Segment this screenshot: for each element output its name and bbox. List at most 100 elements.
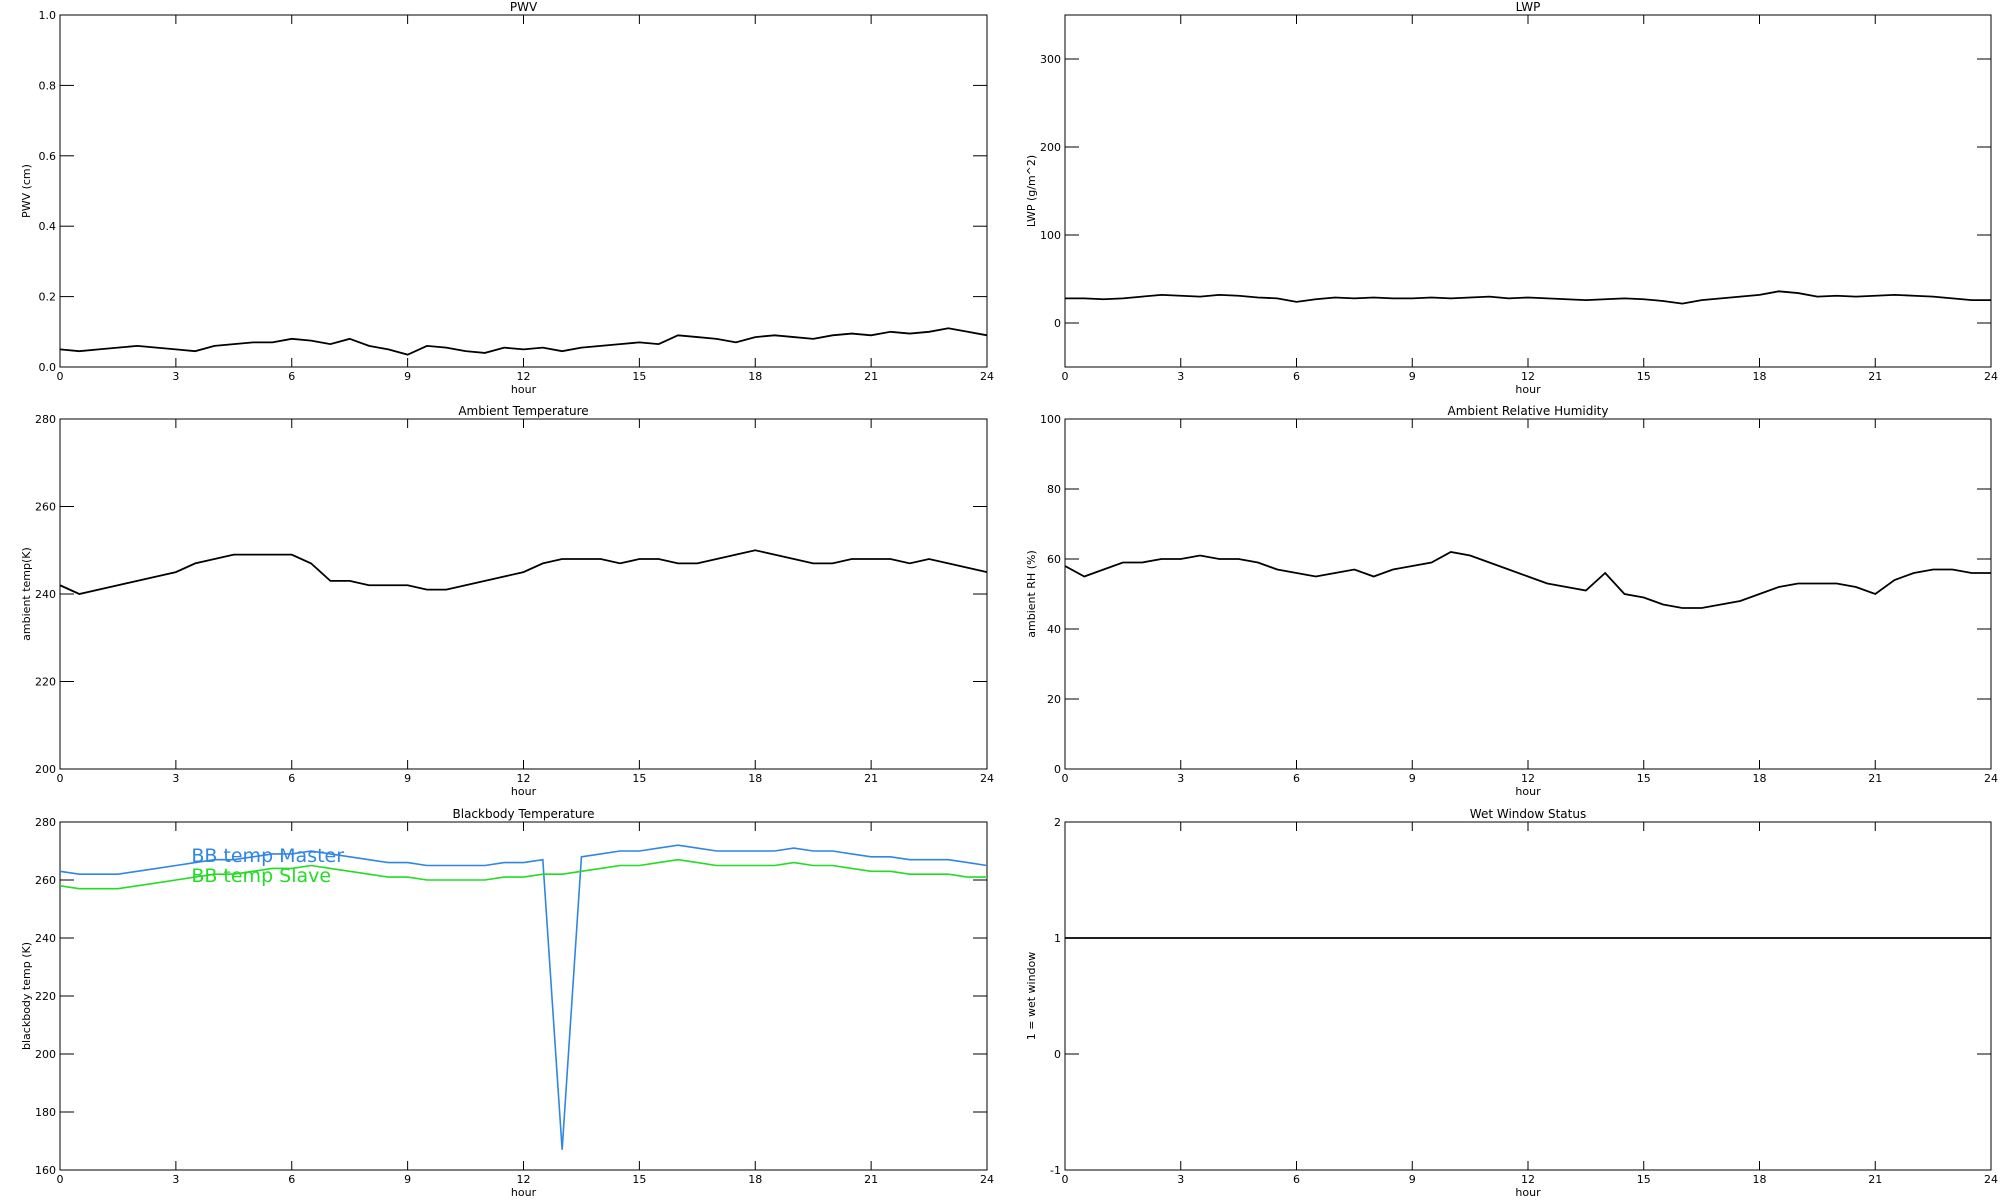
x-tick-label: 12	[1521, 370, 1535, 383]
y-axis-label: ambient temp(K)	[20, 547, 33, 641]
x-tick-label: 24	[1984, 370, 1998, 383]
chart-panel: Blackbody Temperature hour blackbody temp …	[20, 807, 994, 1199]
y-tick-label: 0	[1054, 763, 1061, 776]
x-tick-label: 0	[1062, 370, 1069, 383]
x-tick-label: 9	[1409, 1173, 1416, 1186]
y-tick-label: 2	[1054, 816, 1061, 829]
y-tick-label: 220	[35, 676, 56, 689]
y-tick-label: 260	[35, 874, 56, 887]
x-tick-label: 6	[1293, 772, 1300, 785]
x-axis-label: hour	[1515, 1186, 1541, 1199]
chart-title: Ambient Relative Humidity	[1448, 404, 1609, 418]
chart-panel: Wet Window Status hour 1 = wet window 0 3 6 9 1…	[1025, 807, 1998, 1199]
x-tick-label: 3	[1177, 1173, 1184, 1186]
x-tick-label: 12	[517, 370, 531, 383]
chart-title: Blackbody Temperature	[453, 807, 595, 821]
y-tick-label: 0	[1054, 317, 1061, 330]
y-tick-label: 100	[1040, 229, 1061, 242]
x-tick-label: 18	[1753, 1173, 1767, 1186]
x-tick-label: 18	[1753, 370, 1767, 383]
x-tick-label: 3	[1177, 370, 1184, 383]
y-tick-label: 260	[35, 501, 56, 514]
x-tick-label: 24	[980, 772, 994, 785]
x-tick-label: 21	[864, 1173, 878, 1186]
x-tick-label: 3	[1177, 772, 1184, 785]
x-tick-label: 9	[404, 772, 411, 785]
x-tick-label: 15	[632, 370, 646, 383]
data-line	[59, 549, 988, 595]
y-tick-label: 1	[1054, 932, 1061, 945]
x-tick-label: 9	[1409, 370, 1416, 383]
x-tick-label: 3	[172, 772, 179, 785]
y-tick-label: 0	[1054, 1048, 1061, 1061]
data-line	[59, 858, 987, 890]
x-tick-label: 6	[288, 370, 295, 383]
y-axis-label: LWP (g/m^2)	[1025, 155, 1038, 227]
x-tick-label: 15	[1637, 370, 1651, 383]
x-tick-label: 18	[748, 370, 762, 383]
plot-frame	[59, 418, 988, 770]
x-tick-label: 0	[57, 772, 64, 785]
chart-title: LWP	[1516, 0, 1541, 14]
y-tick-label: 220	[35, 990, 56, 1003]
x-tick-label: 18	[748, 1173, 762, 1186]
plot-frame	[1064, 821, 1992, 1171]
x-tick-label: 12	[1521, 1173, 1535, 1186]
x-axis-label: hour	[1515, 383, 1541, 396]
x-tick-label: 3	[172, 1173, 179, 1186]
y-tick-label: 180	[35, 1106, 56, 1119]
x-tick-label: 12	[1521, 772, 1535, 785]
data-line	[59, 327, 988, 356]
x-tick-label: 21	[1868, 772, 1882, 785]
x-tick-label: 9	[404, 1173, 411, 1186]
plot-frame	[59, 14, 988, 368]
x-tick-label: 12	[517, 772, 531, 785]
chart-title: Ambient Temperature	[458, 404, 588, 418]
y-tick-label: 0.8	[39, 79, 57, 92]
y-tick-label: 240	[35, 932, 56, 945]
x-tick-label: 0	[57, 1173, 64, 1186]
y-axis-label: PWV (cm)	[20, 164, 33, 218]
y-tick-label: 300	[1040, 53, 1061, 66]
x-tick-label: 0	[1062, 1173, 1069, 1186]
y-tick-label: -1	[1050, 1164, 1061, 1177]
x-tick-label: 9	[1409, 772, 1416, 785]
y-axis-label: blackbody temp (K)	[20, 942, 33, 1050]
x-tick-label: 24	[1984, 772, 1998, 785]
y-tick-label: 1.0	[39, 9, 57, 22]
x-tick-label: 0	[1062, 772, 1069, 785]
y-tick-label: 200	[35, 763, 56, 776]
y-tick-label: 80	[1047, 483, 1061, 496]
x-tick-label: 18	[1753, 772, 1767, 785]
y-tick-label: 200	[1040, 141, 1061, 154]
y-tick-label: 160	[35, 1164, 56, 1177]
x-axis-label: hour	[1515, 785, 1541, 798]
chart-panel: Ambient Temperature hour ambient temp(K) 0 3…	[20, 404, 994, 798]
chart-panel: PWV hour PWV (cm) 0 3 6 9 12 15 18 21 24 0.0 0.2 0.4 0.…	[20, 0, 994, 396]
legend-label: BB temp Slave	[191, 865, 331, 887]
x-tick-label: 6	[1293, 370, 1300, 383]
plot-frame	[1064, 14, 1992, 368]
y-tick-label: 200	[35, 1048, 56, 1061]
x-tick-label: 24	[1984, 1173, 1998, 1186]
x-tick-label: 15	[632, 772, 646, 785]
y-tick-label: 240	[35, 588, 56, 601]
y-tick-label: 0.0	[39, 361, 57, 374]
y-tick-label: 280	[35, 816, 56, 829]
data-line	[59, 844, 988, 1150]
plot-frame	[1064, 418, 1992, 770]
x-tick-label: 6	[288, 772, 295, 785]
x-tick-label: 0	[57, 370, 64, 383]
x-tick-label: 21	[1868, 1173, 1882, 1186]
legend-label: BB temp Master	[191, 845, 344, 867]
y-tick-label: 20	[1047, 693, 1061, 706]
data-line	[1064, 551, 1991, 609]
y-tick-label: 100	[1040, 413, 1061, 426]
x-tick-label: 9	[404, 370, 411, 383]
chart-panel: LWP hour LWP (g/m^2) 0 3 6 9 12 15 18 21 24 0 100 200 3…	[1025, 0, 1998, 396]
x-axis-label: hour	[511, 1186, 537, 1199]
x-tick-label: 3	[172, 370, 179, 383]
x-tick-label: 21	[1868, 370, 1882, 383]
data-line	[1065, 290, 1991, 305]
